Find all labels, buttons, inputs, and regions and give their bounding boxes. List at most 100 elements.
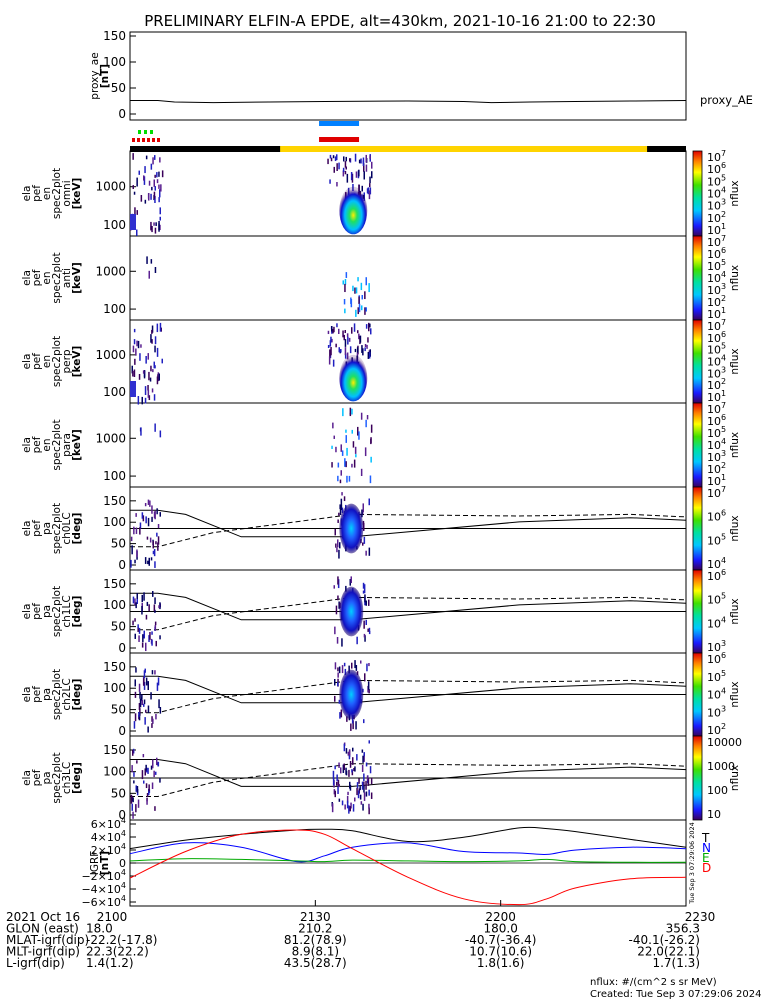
spec-cell bbox=[351, 662, 353, 669]
spec-cell bbox=[358, 296, 360, 304]
colorbar-tick-label: 103 bbox=[707, 704, 726, 719]
spec-cell bbox=[135, 513, 137, 517]
ylabel-line: ch3LC bbox=[61, 762, 73, 794]
spec-cell bbox=[349, 781, 351, 789]
ytick-label: 100 bbox=[103, 598, 126, 612]
spec-cell bbox=[340, 470, 342, 476]
spec-cell bbox=[158, 699, 160, 709]
spec-cell bbox=[137, 396, 140, 405]
colorbar-tick-label: 106 bbox=[707, 246, 726, 261]
spec-cell bbox=[145, 614, 148, 620]
spec-cell bbox=[338, 328, 340, 334]
spec-cell bbox=[148, 557, 150, 566]
spec-cell bbox=[148, 193, 150, 201]
spec-cell bbox=[147, 560, 149, 565]
ylabel-line: [deg] bbox=[71, 513, 83, 545]
spec-cell bbox=[150, 557, 153, 561]
spec-cell bbox=[154, 625, 157, 631]
spec-cell bbox=[157, 524, 160, 529]
spec-cell bbox=[363, 753, 365, 762]
ytick-label: 1000 bbox=[95, 348, 126, 362]
spec-cell bbox=[150, 692, 152, 700]
ytick-label: 50 bbox=[111, 703, 126, 717]
spec-cell bbox=[158, 171, 160, 177]
spec-cell bbox=[348, 753, 351, 760]
spec-cell bbox=[151, 782, 154, 790]
spec-cell bbox=[341, 638, 343, 647]
dash-red bbox=[142, 138, 145, 142]
colorbar-tick-label: 103 bbox=[707, 198, 726, 213]
panel-frame bbox=[129, 150, 687, 237]
spec-cell bbox=[359, 335, 362, 343]
spec-cell bbox=[358, 778, 360, 784]
spec-cell bbox=[138, 703, 141, 710]
colorbar-tick-label: 103 bbox=[707, 639, 726, 654]
spec-cell bbox=[363, 792, 366, 801]
xaxis-value: -40.1(-26.2) bbox=[629, 933, 700, 947]
spec-cell bbox=[332, 770, 335, 780]
spec-cell bbox=[336, 774, 338, 782]
spec-cell bbox=[147, 767, 149, 774]
spec-cell bbox=[138, 170, 140, 175]
spec-cell bbox=[366, 344, 368, 349]
spec-cell bbox=[133, 191, 136, 195]
orbit-bar-yellow bbox=[280, 146, 648, 152]
spec-cell bbox=[347, 791, 349, 796]
legend-N: N bbox=[702, 841, 711, 855]
spec-cell bbox=[139, 353, 141, 361]
spec-cell bbox=[339, 479, 342, 484]
units-note: nflux: #/(cm^2 s sr MeV) bbox=[590, 977, 717, 988]
spec-cell bbox=[159, 635, 161, 640]
ytick-label: 0 bbox=[118, 641, 126, 655]
colorbar-tick-label: 104 bbox=[707, 556, 726, 571]
ylabel-line: proxy_ae bbox=[89, 52, 101, 99]
spec-cell bbox=[364, 673, 366, 682]
spec-cell bbox=[139, 527, 141, 535]
spec-cell bbox=[154, 806, 156, 811]
spec-cell bbox=[154, 155, 156, 160]
spec-cell bbox=[344, 353, 347, 359]
created-note: Created: Tue Sep 3 07:29:06 2024 bbox=[590, 989, 762, 1000]
spec-cell bbox=[363, 773, 365, 782]
spec-cell bbox=[329, 349, 331, 359]
spec-cell bbox=[158, 221, 160, 230]
spec-cell bbox=[333, 789, 336, 795]
spec-cell bbox=[369, 155, 371, 159]
spec-cell bbox=[145, 642, 147, 652]
spec-cell bbox=[138, 683, 141, 692]
spec-cell bbox=[148, 270, 150, 279]
spec-cell bbox=[157, 542, 159, 551]
spec-cell bbox=[143, 699, 146, 705]
spec-cell bbox=[335, 343, 337, 348]
panel-frame bbox=[129, 402, 687, 488]
spec-cell bbox=[138, 374, 141, 380]
spec-cell bbox=[362, 348, 364, 356]
anti-loss-cone-line bbox=[130, 513, 687, 548]
spec-cell bbox=[368, 789, 370, 796]
spec-cell bbox=[151, 186, 153, 191]
ytick-label: 0 bbox=[118, 558, 126, 572]
spec-cell bbox=[132, 185, 134, 190]
marks-pef_en_spec2plot_omni bbox=[130, 153, 373, 236]
spec-cell bbox=[132, 153, 134, 160]
spec-cell bbox=[369, 176, 371, 184]
spec-cell bbox=[154, 267, 157, 273]
spec-cell bbox=[365, 780, 367, 790]
spec-cell bbox=[344, 170, 347, 175]
spec-cell bbox=[151, 670, 154, 675]
marks-pef_en_spec2plot_para bbox=[139, 407, 373, 484]
colorbar-label: nflux bbox=[729, 681, 741, 707]
spec-blob bbox=[339, 586, 364, 637]
spec-cell bbox=[136, 229, 138, 236]
spec-cell bbox=[346, 173, 349, 183]
spec-cell bbox=[335, 543, 337, 548]
spec-cell bbox=[369, 475, 372, 484]
spec-cell bbox=[147, 353, 149, 360]
panel-frame bbox=[129, 319, 687, 404]
spec-cell bbox=[159, 430, 162, 438]
spec-cell bbox=[142, 634, 144, 643]
spec-cell bbox=[161, 358, 163, 364]
